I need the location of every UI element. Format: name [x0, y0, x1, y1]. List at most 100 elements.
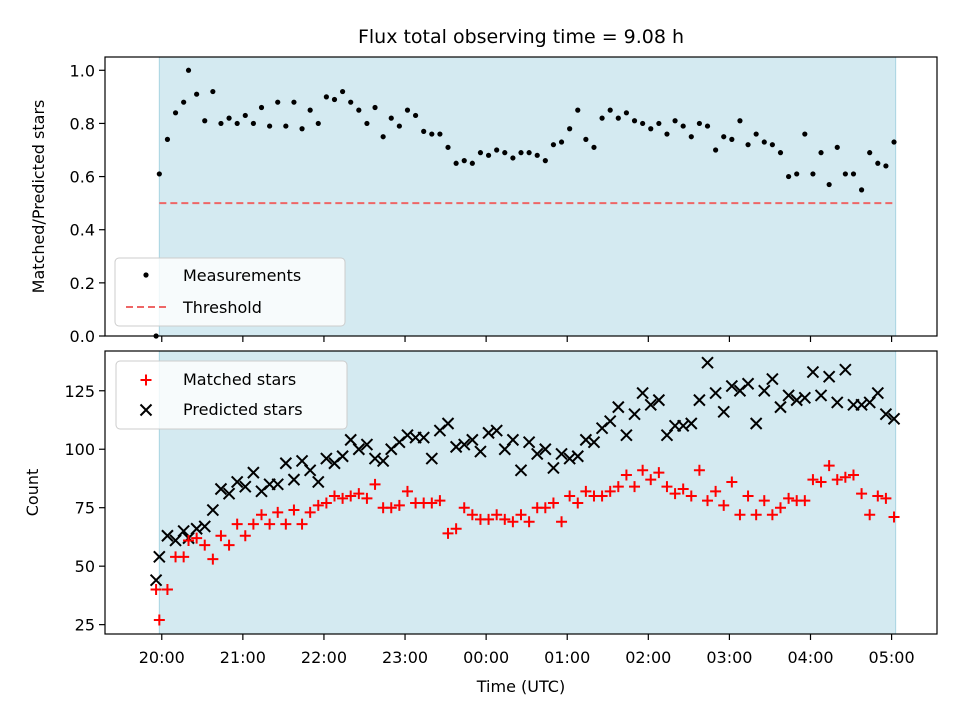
matched-star-point: [272, 506, 284, 518]
predicted-star-point: [206, 503, 220, 517]
predicted-star-point: [198, 520, 211, 533]
matched-star-point: [839, 471, 851, 483]
matched-star-point: [296, 518, 308, 530]
predicted-star-point: [449, 440, 463, 454]
bottom-panel: 25 50 75 100 125 20:00 21:00 22:00 23:00 00:00 01…: [23, 351, 938, 696]
predicted-star-point: [161, 529, 174, 542]
top-y-tick-label: 0.0: [70, 327, 95, 346]
predicted-star-point: [709, 386, 722, 400]
matched-stars-points: [150, 460, 900, 626]
matched-star-point: [685, 490, 697, 502]
predicted-star-point: [490, 424, 503, 437]
measurement-point: [599, 115, 605, 121]
measurement-point: [802, 131, 808, 137]
measurement-point: [494, 147, 500, 153]
matched-star-point: [239, 530, 251, 542]
x-tick-label: 04:00: [787, 648, 833, 667]
predicted-star-point: [336, 450, 349, 463]
legend-predicted-label: Predicted stars: [183, 400, 303, 419]
measurement-point: [485, 152, 492, 158]
predicted-star-point: [701, 356, 714, 369]
measurement-point: [156, 171, 162, 177]
chart-title: Flux total observing time = 9.08 h: [358, 26, 684, 48]
predicted-star-point: [587, 436, 601, 449]
x-tick-label: 00:00: [463, 648, 509, 667]
legend-predicted-marker: [139, 403, 153, 417]
predicted-star-point: [303, 464, 317, 477]
predicted-star-point: [620, 428, 633, 442]
measurement-point: [331, 96, 338, 103]
legend-matched-label: Matched stars: [183, 370, 296, 389]
measurement-point: [258, 104, 265, 111]
predicted-star-point: [539, 443, 552, 456]
predicted-star-point: [320, 452, 333, 465]
measurement-point: [713, 147, 719, 153]
bottom-y-tick-label: 100: [64, 440, 95, 459]
matched-star-point: [612, 481, 624, 493]
measurement-point: [307, 107, 313, 113]
predicted-star-point: [685, 417, 698, 430]
predicted-star-point: [774, 400, 787, 414]
measurement-point: [721, 134, 727, 140]
predicted-star-point: [271, 478, 284, 491]
measurement-point: [834, 144, 840, 150]
predicted-star-point: [279, 457, 293, 470]
predicted-star-point: [482, 426, 495, 440]
x-tick-label: 20:00: [139, 648, 185, 667]
matched-star-point: [191, 532, 203, 544]
predicted-star-point: [287, 473, 301, 486]
matched-star-point: [864, 509, 876, 521]
measurement-point: [364, 120, 370, 127]
matched-star-point: [766, 509, 778, 521]
predicted-star-point: [652, 393, 666, 407]
x-tick-label: 02:00: [625, 648, 671, 667]
legend-measurement-marker: [143, 272, 149, 278]
predicted-star-point: [214, 482, 228, 496]
matched-star-point: [783, 492, 795, 504]
matched-star-point: [888, 511, 900, 523]
matched-star-point: [620, 469, 632, 481]
matched-star-point: [847, 469, 859, 481]
predicted-star-point: [879, 407, 893, 421]
matched-star-point: [539, 502, 551, 514]
measurement-point: [631, 118, 638, 124]
predicted-star-point: [717, 405, 730, 419]
measurement-point: [356, 107, 362, 113]
matched-star-point: [320, 497, 332, 509]
measurement-point: [672, 118, 678, 124]
x-axis-label: Time (UTC): [476, 677, 565, 696]
matched-star-point: [580, 485, 592, 497]
matched-star-point: [288, 504, 300, 516]
x-tick-label: 22:00: [301, 648, 347, 667]
measurement-points: [153, 67, 897, 339]
measurement-point: [858, 187, 865, 193]
predicted-star-point: [806, 365, 820, 379]
matched-star-point: [401, 485, 413, 497]
matched-star-point: [280, 518, 292, 530]
matched-star-point: [150, 584, 162, 596]
measurement-point: [753, 131, 759, 137]
matched-star-point: [718, 499, 730, 511]
top-axes-frame: [104, 56, 938, 337]
top-y-tick-label: 0.6: [70, 168, 95, 187]
matched-star-point: [385, 502, 397, 514]
matched-star-point: [231, 518, 243, 530]
measurement-point: [883, 163, 889, 169]
measurement-point: [234, 120, 240, 127]
matched-star-point: [547, 497, 559, 509]
predicted-stars-points: [151, 356, 901, 587]
measurement-point: [267, 123, 273, 129]
bottom-y-tick-label: 75: [75, 499, 95, 518]
legend-matched-marker: [140, 374, 152, 386]
measurement-point: [461, 158, 467, 164]
matched-star-point: [223, 539, 235, 551]
matched-star-point: [564, 490, 576, 502]
matched-star-point: [491, 509, 503, 521]
measurement-point: [323, 94, 329, 100]
x-tick-label: 23:00: [382, 648, 428, 667]
predicted-star-point: [230, 475, 244, 489]
matched-star-point: [645, 474, 657, 486]
predicted-star-point: [693, 393, 706, 407]
matched-star-point: [572, 497, 584, 509]
measurement-point: [185, 67, 192, 73]
